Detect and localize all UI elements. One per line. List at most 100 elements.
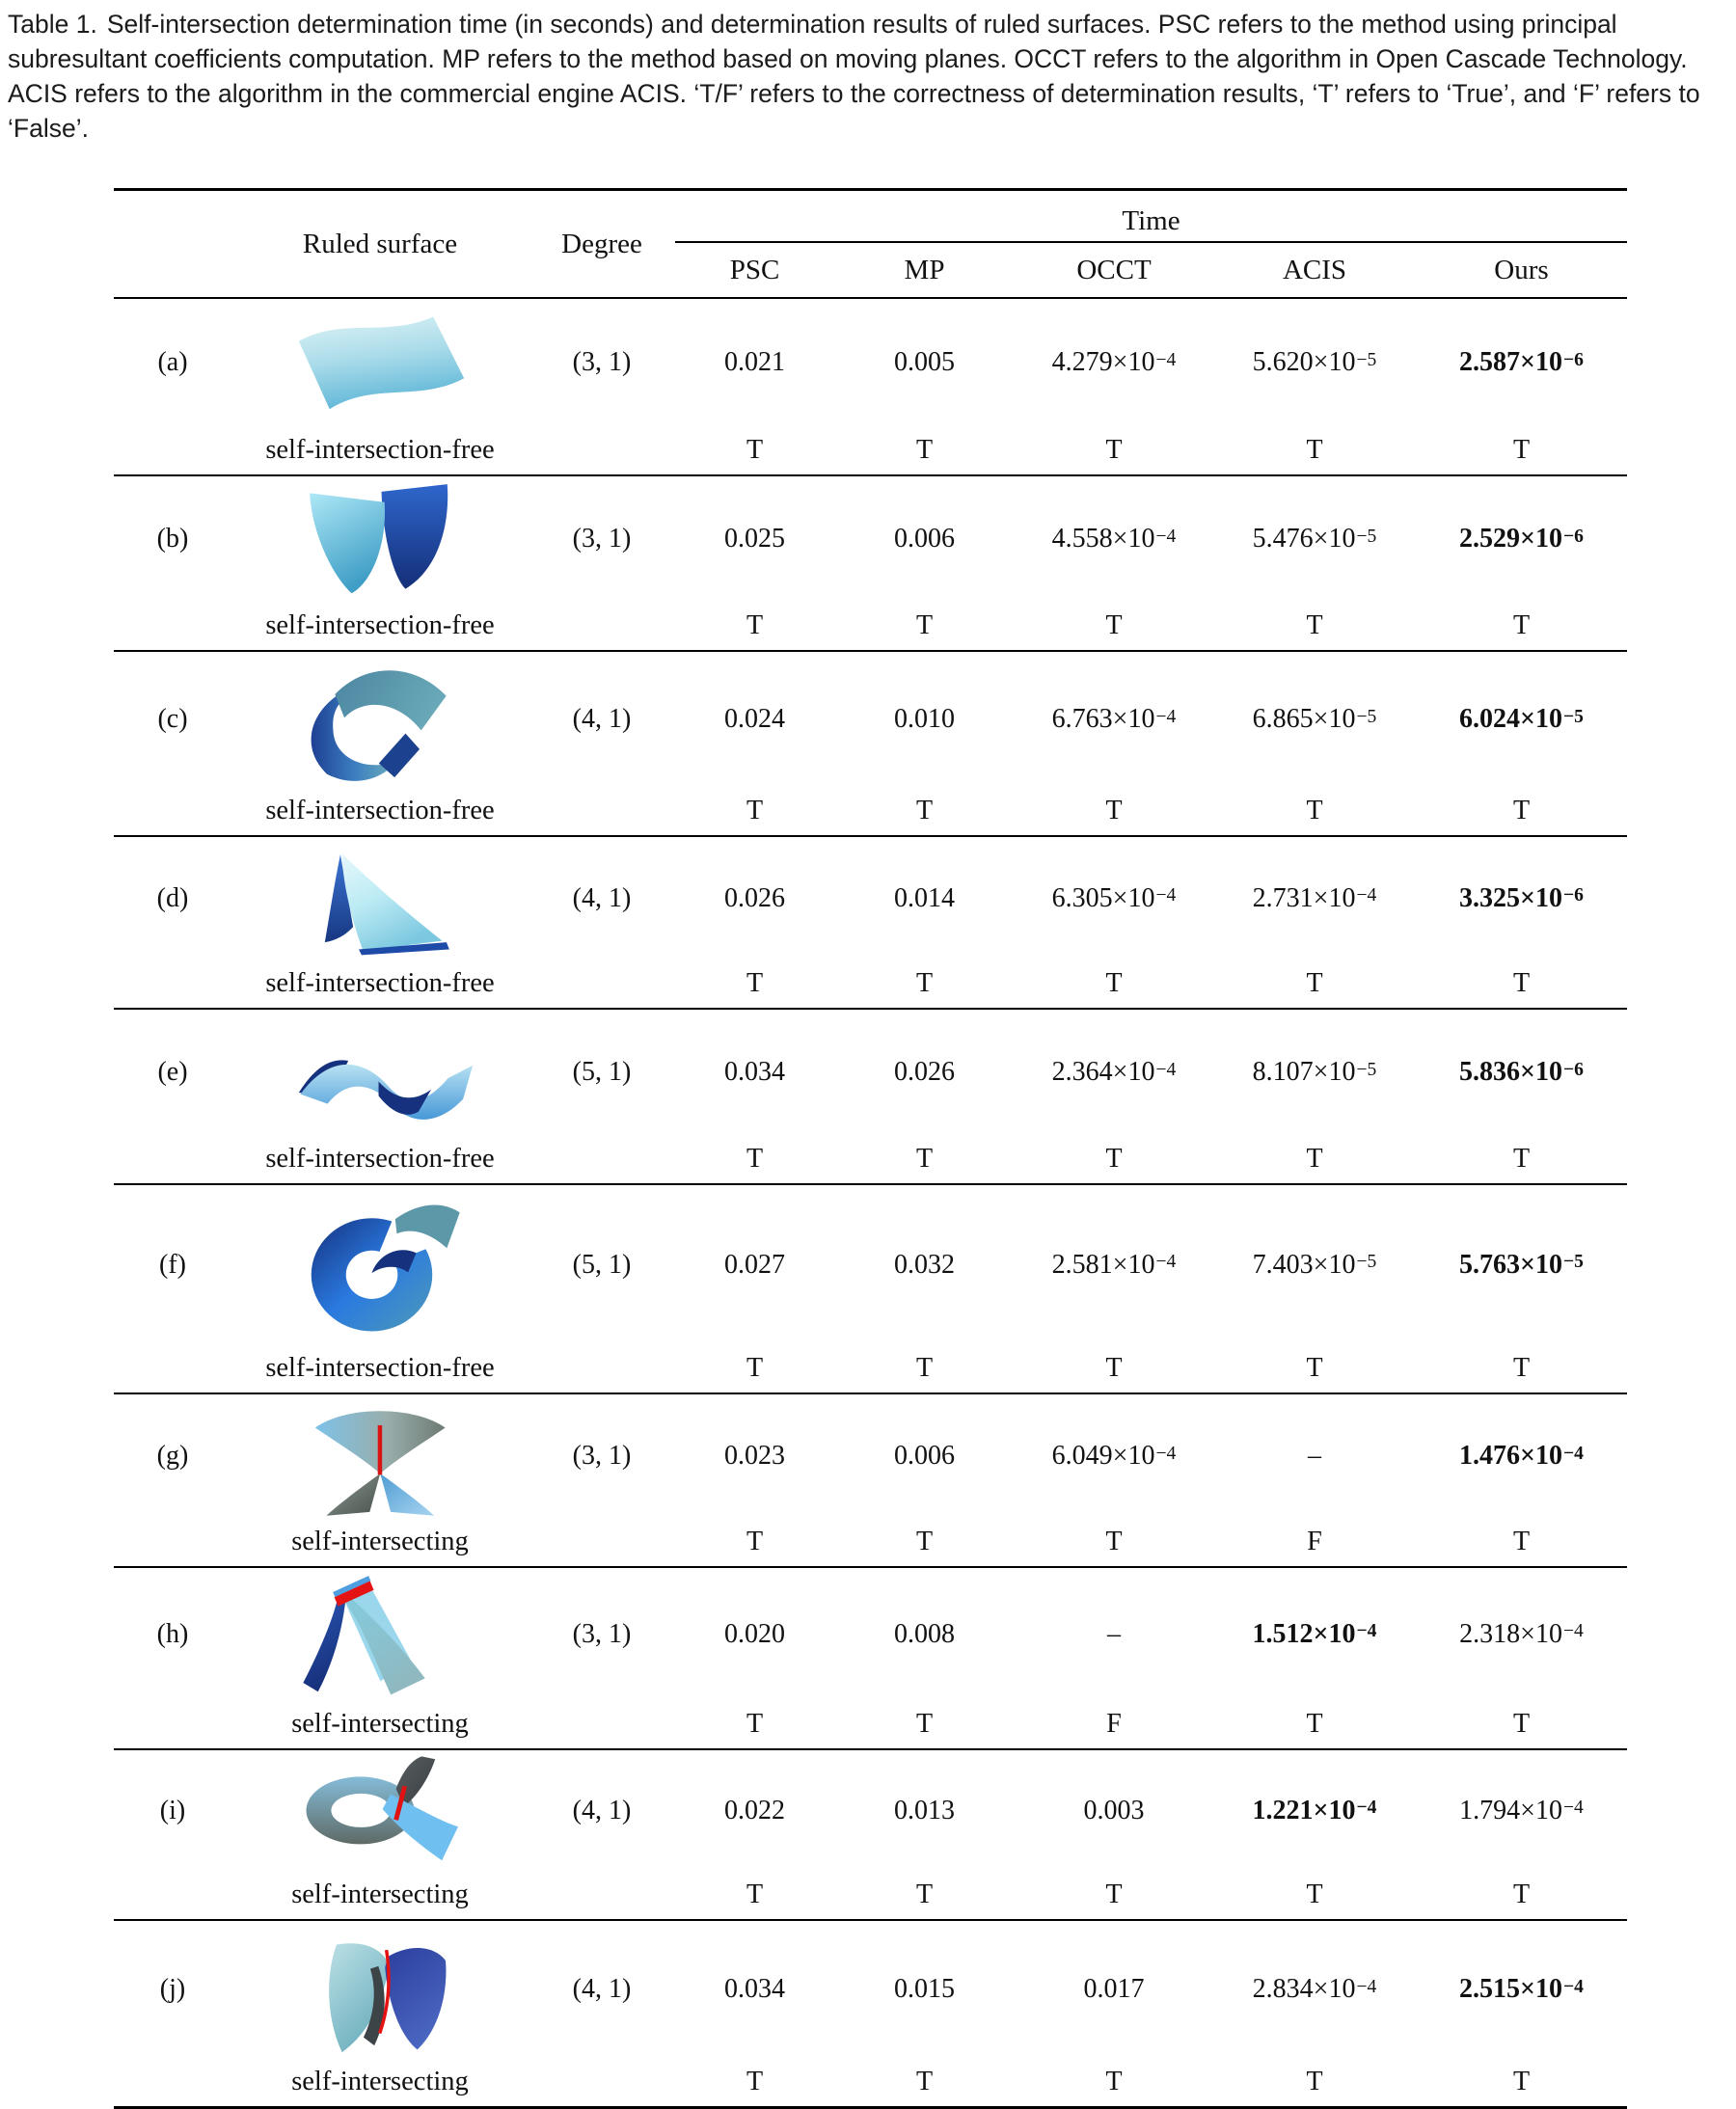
col-header-occt: OCCT bbox=[1076, 254, 1152, 285]
time-value: 0.005 bbox=[894, 347, 955, 377]
tf-value: T bbox=[915, 1879, 934, 1909]
time-value: 0.014 bbox=[894, 882, 955, 913]
surface-cell: self-intersection-free bbox=[231, 652, 529, 835]
tf-value: T bbox=[1306, 610, 1323, 640]
tf-value: F bbox=[1106, 1709, 1122, 1739]
tf-value: T bbox=[746, 2067, 764, 2096]
col-header-ruled-surface: Ruled surface bbox=[302, 228, 458, 259]
surface-caption: self-intersection-free bbox=[265, 968, 495, 998]
tf-value: T bbox=[915, 610, 934, 640]
degree-value: (4, 1) bbox=[572, 1974, 632, 2004]
time-group-label: Time bbox=[1122, 205, 1180, 236]
time-value: 6.024×10 −5 bbox=[1459, 704, 1584, 734]
time-value: 0.021 bbox=[724, 347, 785, 377]
time-value: 0.008 bbox=[894, 1618, 955, 1649]
table-caption: Table 1. Self-intersection determination … bbox=[0, 0, 1734, 146]
time-value: 2.834×10 −4 bbox=[1252, 1974, 1377, 2004]
surface-cell: self-intersection-free bbox=[231, 476, 529, 650]
ruled-surface-image bbox=[299, 1921, 460, 2058]
ruled-surface-image bbox=[296, 1750, 465, 1871]
tf-value: T bbox=[1306, 1353, 1323, 1383]
tf-value: T bbox=[1105, 1353, 1123, 1383]
time-value: 2.731×10 −4 bbox=[1252, 882, 1377, 913]
surface-cell: self-intersecting bbox=[231, 1394, 529, 1566]
tf-value: T bbox=[1306, 796, 1323, 825]
tf-value: T bbox=[915, 968, 934, 998]
row-label: (h) bbox=[156, 1618, 189, 1649]
surface-caption: self-intersection-free bbox=[265, 435, 495, 465]
time-value: 5.476×10 −5 bbox=[1252, 524, 1377, 554]
tf-value: T bbox=[1306, 435, 1323, 465]
table-row: (g) self-intersecting (3, 1) 0.023 T 0.006… bbox=[114, 1392, 1627, 1566]
tf-value: T bbox=[746, 1353, 764, 1383]
tf-value: T bbox=[1105, 1879, 1123, 1909]
row-label: (f) bbox=[159, 1249, 186, 1280]
surface-caption: self-intersecting bbox=[291, 1879, 469, 1909]
time-value: 6.763×10 −4 bbox=[1051, 704, 1177, 734]
time-value: 4.558×10 −4 bbox=[1051, 524, 1177, 554]
time-value: 0.024 bbox=[724, 704, 785, 734]
time-value: 0.034 bbox=[724, 1057, 785, 1087]
time-value: 2.587×10 −6 bbox=[1459, 347, 1584, 377]
tf-value: T bbox=[1105, 1527, 1123, 1556]
surface-cell: self-intersection-free bbox=[231, 837, 529, 1008]
time-value: 0.026 bbox=[894, 1057, 955, 1087]
tf-value: T bbox=[746, 1144, 764, 1174]
tf-value: T bbox=[1512, 1709, 1531, 1739]
time-value: 0.020 bbox=[724, 1618, 785, 1649]
time-value: 0.023 bbox=[724, 1441, 785, 1471]
row-label: (i) bbox=[159, 1795, 186, 1825]
surface-caption: self-intersection-free bbox=[265, 796, 495, 825]
tf-value: T bbox=[746, 1879, 764, 1909]
tf-value: T bbox=[915, 435, 934, 465]
time-value: 0.010 bbox=[894, 704, 955, 734]
tf-value: T bbox=[915, 1527, 934, 1556]
table-row: (h) self-intersecting (3, 1) 0.020 T 0.008… bbox=[114, 1566, 1627, 1748]
tf-value: T bbox=[1306, 1879, 1323, 1909]
time-value: 2.515×10 −4 bbox=[1459, 1974, 1584, 2004]
table-row: (e) self-intersection-free (5, 1) 0.034 T… bbox=[114, 1008, 1627, 1183]
time-value: 5.836×10 −6 bbox=[1459, 1057, 1584, 1087]
col-header-degree: Degree bbox=[561, 228, 642, 259]
surface-cell: self-intersecting bbox=[231, 1750, 529, 1919]
row-label: (c) bbox=[157, 704, 188, 734]
degree-value: (4, 1) bbox=[572, 1795, 632, 1825]
time-value: 2.364×10 −4 bbox=[1051, 1057, 1177, 1087]
row-label: (b) bbox=[156, 524, 189, 554]
col-header-mp: MP bbox=[904, 254, 945, 285]
time-value: 0.015 bbox=[894, 1974, 955, 2004]
tf-value: T bbox=[746, 1709, 764, 1739]
time-value: 1.476×10 −4 bbox=[1459, 1441, 1584, 1471]
tf-value: T bbox=[915, 1144, 934, 1174]
ruled-surface-image bbox=[286, 652, 475, 787]
tf-value: T bbox=[1105, 610, 1123, 640]
ruled-surface-image bbox=[290, 476, 470, 602]
surface-cell: self-intersection-free bbox=[231, 299, 529, 474]
tf-value: T bbox=[1105, 435, 1123, 465]
table-body: (a) self-intersection-free (3, 1) 0.021 T… bbox=[114, 297, 1627, 2106]
tf-value: T bbox=[746, 968, 764, 998]
time-value: 1.794×10 −4 bbox=[1459, 1795, 1584, 1825]
time-value: 4.279×10 −4 bbox=[1051, 347, 1177, 377]
time-value: 0.025 bbox=[724, 524, 785, 554]
time-value: 6.049×10 −4 bbox=[1051, 1441, 1177, 1471]
tf-value: T bbox=[746, 1527, 764, 1556]
time-value: – bbox=[1308, 1441, 1321, 1471]
surface-cell: self-intersecting bbox=[231, 1568, 529, 1748]
tf-value: T bbox=[915, 1709, 934, 1739]
row-label: (d) bbox=[156, 882, 189, 913]
time-value: 2.318×10 −4 bbox=[1459, 1618, 1584, 1649]
degree-value: (5, 1) bbox=[572, 1057, 632, 1087]
time-value: 8.107×10 −5 bbox=[1252, 1057, 1377, 1087]
time-value: 7.403×10 −5 bbox=[1252, 1249, 1377, 1280]
time-value: 0.027 bbox=[724, 1249, 785, 1280]
time-value: 0.017 bbox=[1083, 1974, 1145, 2004]
table-header: Ruled surface Degree Time PSC MP OCCT AC… bbox=[114, 188, 1627, 297]
time-value: 0.032 bbox=[894, 1249, 955, 1280]
table-caption-label: Table 1. bbox=[8, 10, 97, 39]
degree-value: (4, 1) bbox=[572, 704, 632, 734]
tf-value: T bbox=[1306, 2067, 1323, 2096]
ruled-surface-image bbox=[283, 299, 477, 426]
time-value: 2.529×10 −6 bbox=[1459, 524, 1584, 554]
time-value: 3.325×10 −6 bbox=[1459, 882, 1584, 913]
